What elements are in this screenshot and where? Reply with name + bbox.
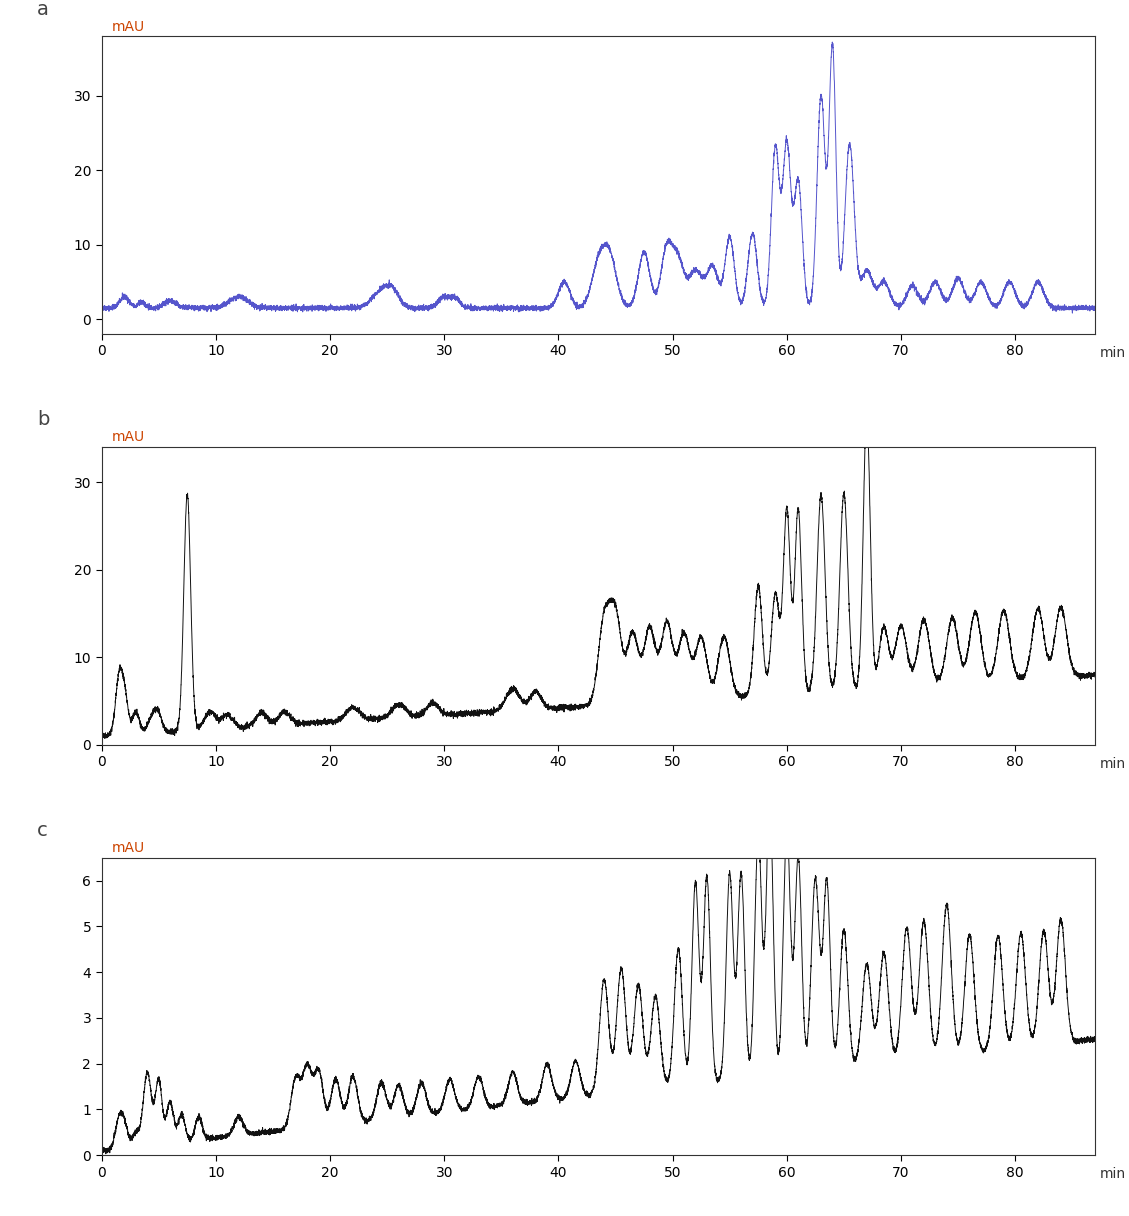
- Text: b: b: [37, 410, 50, 429]
- Text: mAU: mAU: [112, 19, 145, 34]
- Text: mAU: mAU: [112, 840, 145, 855]
- Text: c: c: [37, 821, 47, 840]
- Text: min: min: [1100, 756, 1127, 771]
- Text: mAU: mAU: [112, 430, 145, 444]
- Text: a: a: [37, 0, 49, 18]
- Text: min: min: [1100, 1167, 1127, 1181]
- Text: min: min: [1100, 345, 1127, 360]
